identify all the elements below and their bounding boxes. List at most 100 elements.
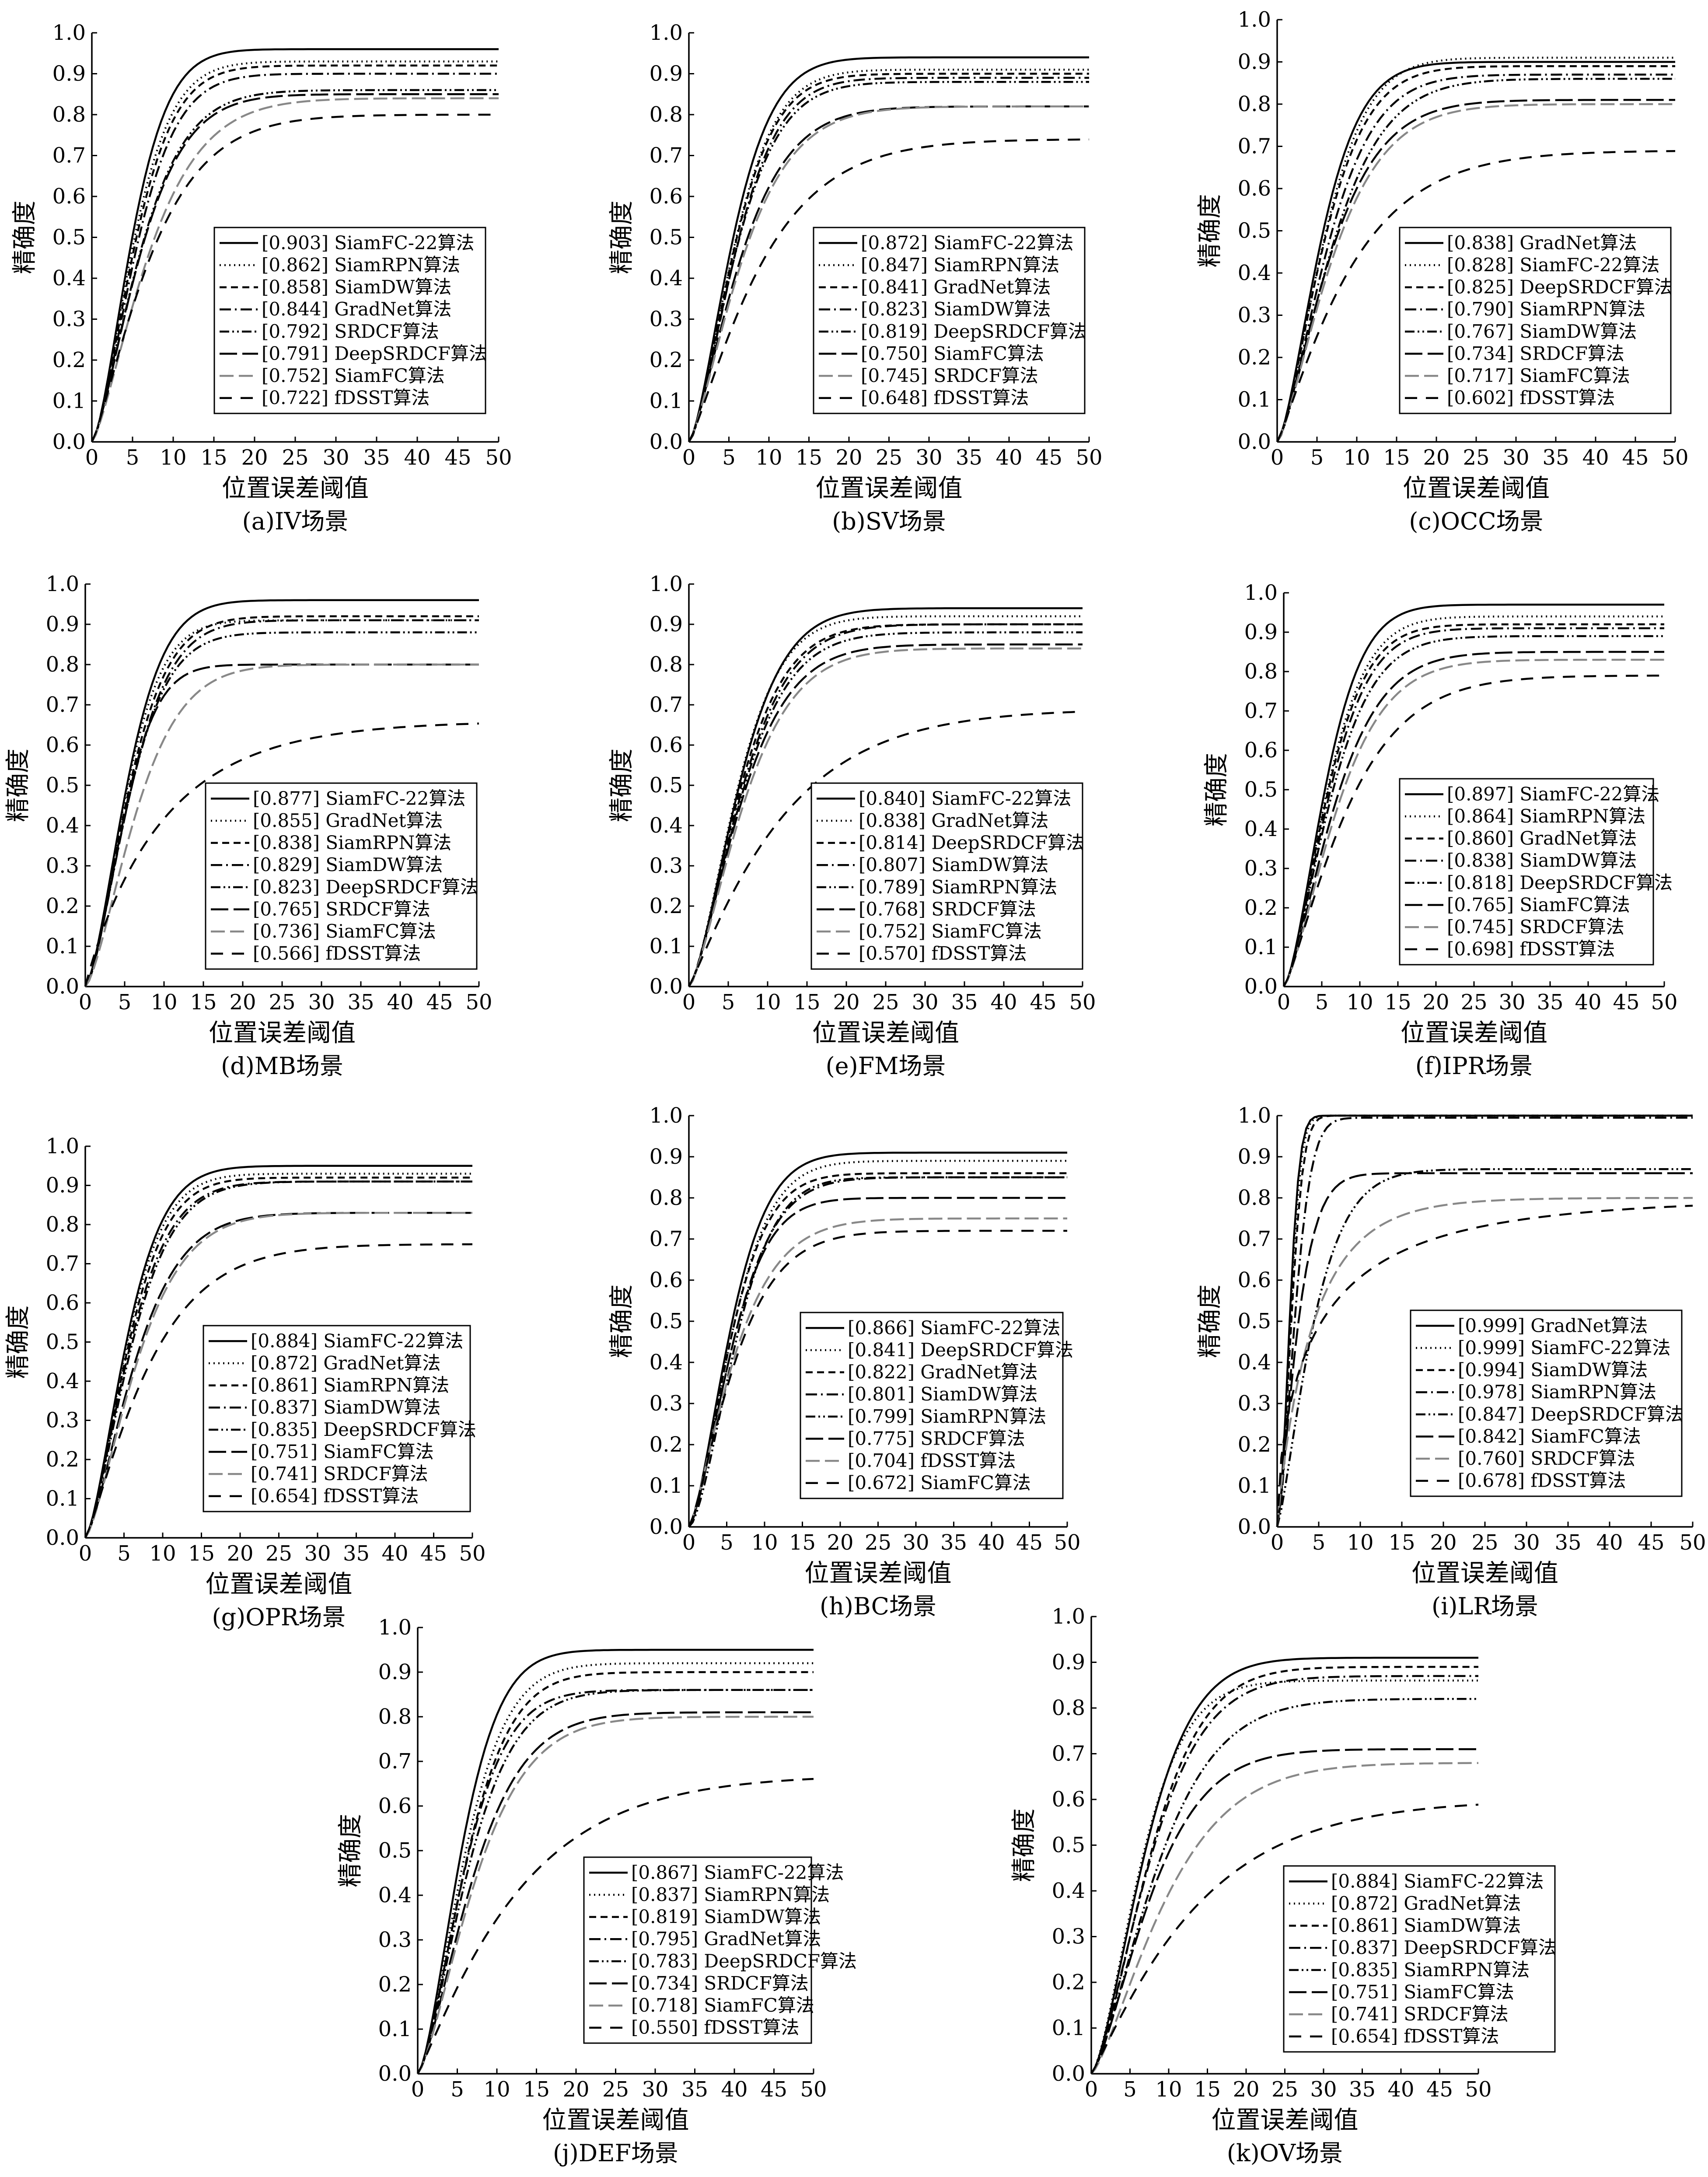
x-tick-label: 35 (363, 445, 390, 470)
y-tick-label: 0.4 (1238, 1350, 1271, 1375)
y-tick-label: 0.2 (52, 348, 86, 372)
x-tick-label: 25 (282, 445, 308, 470)
legend-label: [0.835] DeepSRDCF算法 (251, 1419, 476, 1440)
series-line (688, 1217, 1067, 1527)
y-tick-label: 0.7 (1244, 699, 1278, 723)
legend-label: [0.654] fDSST算法 (1331, 2026, 1499, 2047)
y-tick-label: 0.2 (1238, 345, 1271, 370)
y-tick-label: 0.7 (378, 1749, 412, 1774)
legend-label: [0.791] DeepSRDCF算法 (262, 343, 487, 364)
y-tick-label: 0.4 (1244, 817, 1278, 841)
panel-caption: (j)DEF场景 (553, 2139, 678, 2167)
series-line (688, 1229, 1067, 1527)
series-line (84, 1176, 472, 1539)
x-tick-label: 5 (1123, 2077, 1137, 2102)
legend-label: [0.790] SiamRPN算法 (1447, 298, 1645, 320)
x-tick-label: 25 (269, 990, 295, 1015)
y-tick-label: 0.2 (650, 1432, 683, 1457)
x-tick-label: 15 (188, 1541, 215, 1566)
x-tick-label: 45 (426, 990, 453, 1015)
y-tick-label: 0.8 (378, 1704, 412, 1729)
x-tick-label: 5 (1312, 1530, 1326, 1555)
y-tick-label: 0.6 (1052, 1787, 1085, 1812)
x-tick-label: 5 (720, 1530, 733, 1555)
panel-caption: (f)IPR场景 (1415, 1052, 1533, 1080)
legend-label: [0.570] fDSST算法 (859, 943, 1027, 964)
y-tick-label: 0.9 (46, 612, 79, 637)
series-line (91, 89, 499, 442)
legend-label: [0.792] SRDCF算法 (262, 321, 439, 342)
legend-label: [0.841] GradNet算法 (861, 276, 1051, 298)
x-tick-label: 40 (387, 990, 413, 1015)
x-tick-label: 50 (1069, 990, 1096, 1015)
x-tick-label: 20 (1423, 445, 1450, 470)
x-tick-label: 20 (1422, 990, 1449, 1015)
series-line (1276, 1172, 1693, 1527)
y-tick-label: 0.8 (46, 1212, 79, 1237)
x-tick-label: 0 (1277, 990, 1291, 1015)
x-tick-label: 20 (229, 990, 256, 1015)
legend-label: [0.736] SiamFC算法 (253, 920, 436, 942)
legend-label: [0.819] DeepSRDCF算法 (861, 321, 1086, 342)
x-tick-label: 50 (1651, 990, 1677, 1015)
y-axis-title: 精确度 (1010, 1809, 1038, 1882)
series-line (91, 64, 499, 443)
series-line (688, 80, 1089, 443)
y-tick-label: 0.5 (1238, 219, 1271, 243)
y-tick-label: 0.4 (650, 1350, 683, 1375)
x-axis-title: 位置误差阈值 (206, 1570, 353, 1599)
legend-label: [0.678] fDSST算法 (1458, 1470, 1626, 1491)
x-tick-label: 5 (117, 1541, 131, 1566)
x-tick-label: 40 (978, 1530, 1005, 1555)
x-tick-label: 50 (1465, 2077, 1491, 2102)
series-line (688, 1172, 1067, 1528)
legend-label: [0.884] SiamFC-22算法 (251, 1330, 463, 1351)
x-tick-label: 40 (404, 445, 430, 470)
legend-label: [0.837] DeepSRDCF算法 (1331, 1937, 1557, 1958)
y-tick-label: 0.3 (1244, 856, 1278, 881)
x-tick-label: 20 (1233, 2077, 1259, 2102)
x-tick-label: 50 (485, 445, 512, 470)
x-tick-label: 25 (265, 1541, 292, 1566)
x-tick-label: 10 (751, 1530, 778, 1555)
series-line (84, 1211, 472, 1539)
x-axis-title: 位置误差阈值 (222, 474, 369, 503)
legend-label: [0.799] SiamRPN算法 (848, 1406, 1046, 1427)
legend-label: [0.734] SRDCF算法 (1447, 343, 1624, 364)
y-tick-label: 0.3 (650, 854, 683, 878)
y-tick-label: 1.0 (650, 21, 683, 45)
y-tick-label: 0.4 (650, 813, 683, 838)
legend-label: [0.999] GradNet算法 (1458, 1315, 1648, 1336)
x-tick-label: 45 (1613, 990, 1639, 1015)
y-tick-label: 0.2 (1244, 896, 1278, 920)
x-tick-label: 30 (912, 990, 938, 1015)
y-tick-label: 0.1 (1238, 1474, 1271, 1498)
series-line (1090, 1675, 1478, 2075)
series-line (91, 73, 499, 443)
x-tick-label: 20 (827, 1530, 853, 1555)
y-tick-label: 0.5 (378, 1838, 412, 1863)
y-tick-label: 0.6 (1238, 176, 1271, 201)
x-tick-label: 15 (789, 1530, 816, 1555)
y-tick-label: 1.0 (650, 1103, 683, 1128)
x-axis-title: 位置误差阈值 (1212, 2106, 1359, 2135)
y-tick-label: 0.5 (1238, 1309, 1271, 1334)
panel-caption: (h)BC场景 (820, 1592, 936, 1620)
legend-label: [0.717] SiamFC算法 (1447, 365, 1630, 386)
y-tick-label: 1.0 (46, 1134, 79, 1158)
x-tick-label: 35 (1542, 445, 1569, 470)
legend-label: [0.741] SRDCF算法 (251, 1463, 428, 1484)
legend-label: [0.602] fDSST算法 (1447, 387, 1615, 409)
legend-label: [0.860] GradNet算法 (1447, 828, 1637, 849)
panel-caption: (b)SV场景 (832, 508, 946, 535)
legend-label: [0.872] GradNet算法 (251, 1352, 440, 1374)
x-tick-label: 50 (800, 2077, 827, 2102)
x-tick-label: 20 (562, 2077, 589, 2102)
x-tick-label: 0 (79, 1541, 92, 1566)
x-tick-label: 20 (241, 445, 268, 470)
x-tick-label: 0 (1271, 445, 1284, 470)
y-tick-label: 0.2 (1052, 1970, 1085, 1995)
y-tick-label: 0.0 (1238, 1515, 1271, 1539)
y-tick-label: 0.9 (1052, 1650, 1085, 1675)
legend-label: [0.654] fDSST算法 (251, 1485, 419, 1507)
